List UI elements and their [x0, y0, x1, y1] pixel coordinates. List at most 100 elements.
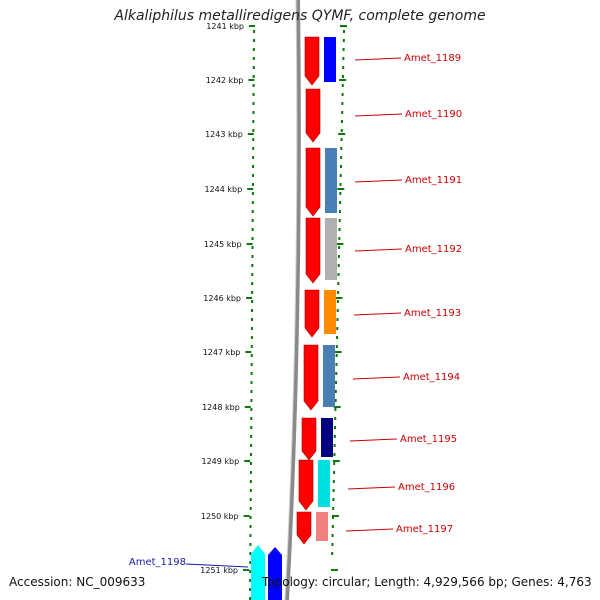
track-dot	[337, 264, 340, 267]
topology-summary: Topology: circular; Length: 4,929,566 bp…	[262, 575, 592, 589]
track-dot	[251, 246, 254, 249]
gene-label: Amet_1190	[405, 109, 462, 120]
track-dot	[335, 363, 338, 366]
track-dot	[341, 102, 344, 105]
gene-label: Amet_1189	[404, 53, 461, 64]
gene-label: Amet_1194	[403, 372, 460, 383]
track-dot	[250, 426, 253, 429]
track-dot	[252, 138, 255, 141]
track-dot	[253, 30, 255, 33]
gene-label: Amet_1198	[129, 557, 186, 568]
kbp-tick-label: 1242 kbp	[206, 76, 244, 85]
track-dot	[334, 390, 337, 393]
track-dot	[334, 426, 337, 429]
track-dot	[251, 282, 254, 285]
track-dot	[336, 327, 339, 330]
gene-label: Amet_1193	[404, 308, 461, 319]
track-dot	[249, 534, 252, 537]
track-dot	[252, 156, 255, 159]
kbp-tick-label: 1251 kbp	[200, 566, 238, 575]
gene-category-block	[323, 345, 335, 407]
track-dot	[249, 507, 252, 510]
track-dot	[249, 471, 252, 474]
track-dot	[249, 462, 252, 465]
track-dot	[336, 300, 339, 303]
track-dot	[252, 66, 255, 69]
track-dot	[342, 66, 345, 69]
track-dot	[252, 147, 255, 150]
track-dot	[337, 255, 340, 258]
track-dot	[335, 372, 338, 375]
track-dot	[252, 120, 255, 123]
gene-leader-line	[354, 57, 402, 61]
track-dot	[249, 570, 252, 573]
track-dot	[340, 147, 343, 150]
track-dot	[336, 309, 339, 312]
track-dot	[249, 561, 252, 564]
track-dot	[333, 471, 336, 474]
track-dot	[339, 183, 342, 186]
track-dot	[333, 435, 336, 438]
track-dot	[339, 174, 342, 177]
kbp-tick-label: 1245 kbp	[204, 240, 242, 249]
track-dot	[251, 309, 254, 312]
track-dot	[251, 255, 254, 258]
gene-leader-line	[354, 113, 403, 117]
track-dot	[332, 480, 335, 483]
gene-category-block	[316, 512, 328, 541]
track-dot	[332, 498, 335, 501]
track-dot	[343, 30, 345, 33]
kbp-tick-label: 1249 kbp	[201, 457, 239, 466]
track-dot	[250, 363, 253, 366]
accession-text: Accession: NC_009633	[9, 575, 146, 589]
track-dot	[331, 543, 334, 546]
track-dot	[340, 138, 343, 141]
track-dot	[250, 372, 253, 375]
track-dot	[252, 84, 255, 87]
track-dot	[250, 318, 253, 321]
gene-arrow	[304, 36, 320, 86]
gene-leader-line	[185, 563, 249, 568]
track-dot	[332, 507, 335, 510]
gene-leader-line	[349, 438, 398, 442]
gene-label: Amet_1192	[405, 244, 462, 255]
track-dot	[252, 39, 255, 42]
track-dot	[252, 93, 255, 96]
track-dot	[251, 228, 254, 231]
track-dot	[252, 57, 255, 60]
track-dot	[334, 399, 337, 402]
track-dot	[250, 399, 253, 402]
kbp-tick-label: 1246 kbp	[203, 294, 241, 303]
track-dot	[339, 192, 342, 195]
track-dot	[252, 75, 255, 78]
track-dot	[249, 498, 252, 501]
gene-category-block	[324, 290, 336, 334]
track-dot	[249, 552, 252, 555]
track-dot	[249, 579, 252, 582]
track-dot	[251, 273, 254, 276]
track-dot	[249, 516, 252, 519]
track-dot	[252, 111, 255, 114]
kbp-tick-label: 1244 kbp	[204, 185, 242, 194]
track-dot	[333, 453, 336, 456]
track-dot	[251, 237, 254, 240]
track-dot	[252, 102, 255, 105]
track-dot	[337, 273, 340, 276]
gene-arrow	[296, 511, 312, 545]
gene-category-block	[268, 547, 282, 600]
track-dot	[340, 129, 343, 132]
gene-category-block	[321, 418, 333, 457]
track-dot	[337, 291, 340, 294]
gene-features	[251, 36, 337, 600]
gene-arrow	[251, 545, 265, 600]
track-dot	[338, 219, 341, 222]
track-dot	[250, 381, 253, 384]
track-dot	[251, 201, 254, 204]
track-dot	[342, 57, 345, 60]
track-dot	[337, 282, 340, 285]
track-dot	[250, 336, 253, 339]
track-dot	[331, 516, 334, 519]
gene-label: Amet_1195	[400, 434, 457, 445]
track-dot	[249, 525, 252, 528]
